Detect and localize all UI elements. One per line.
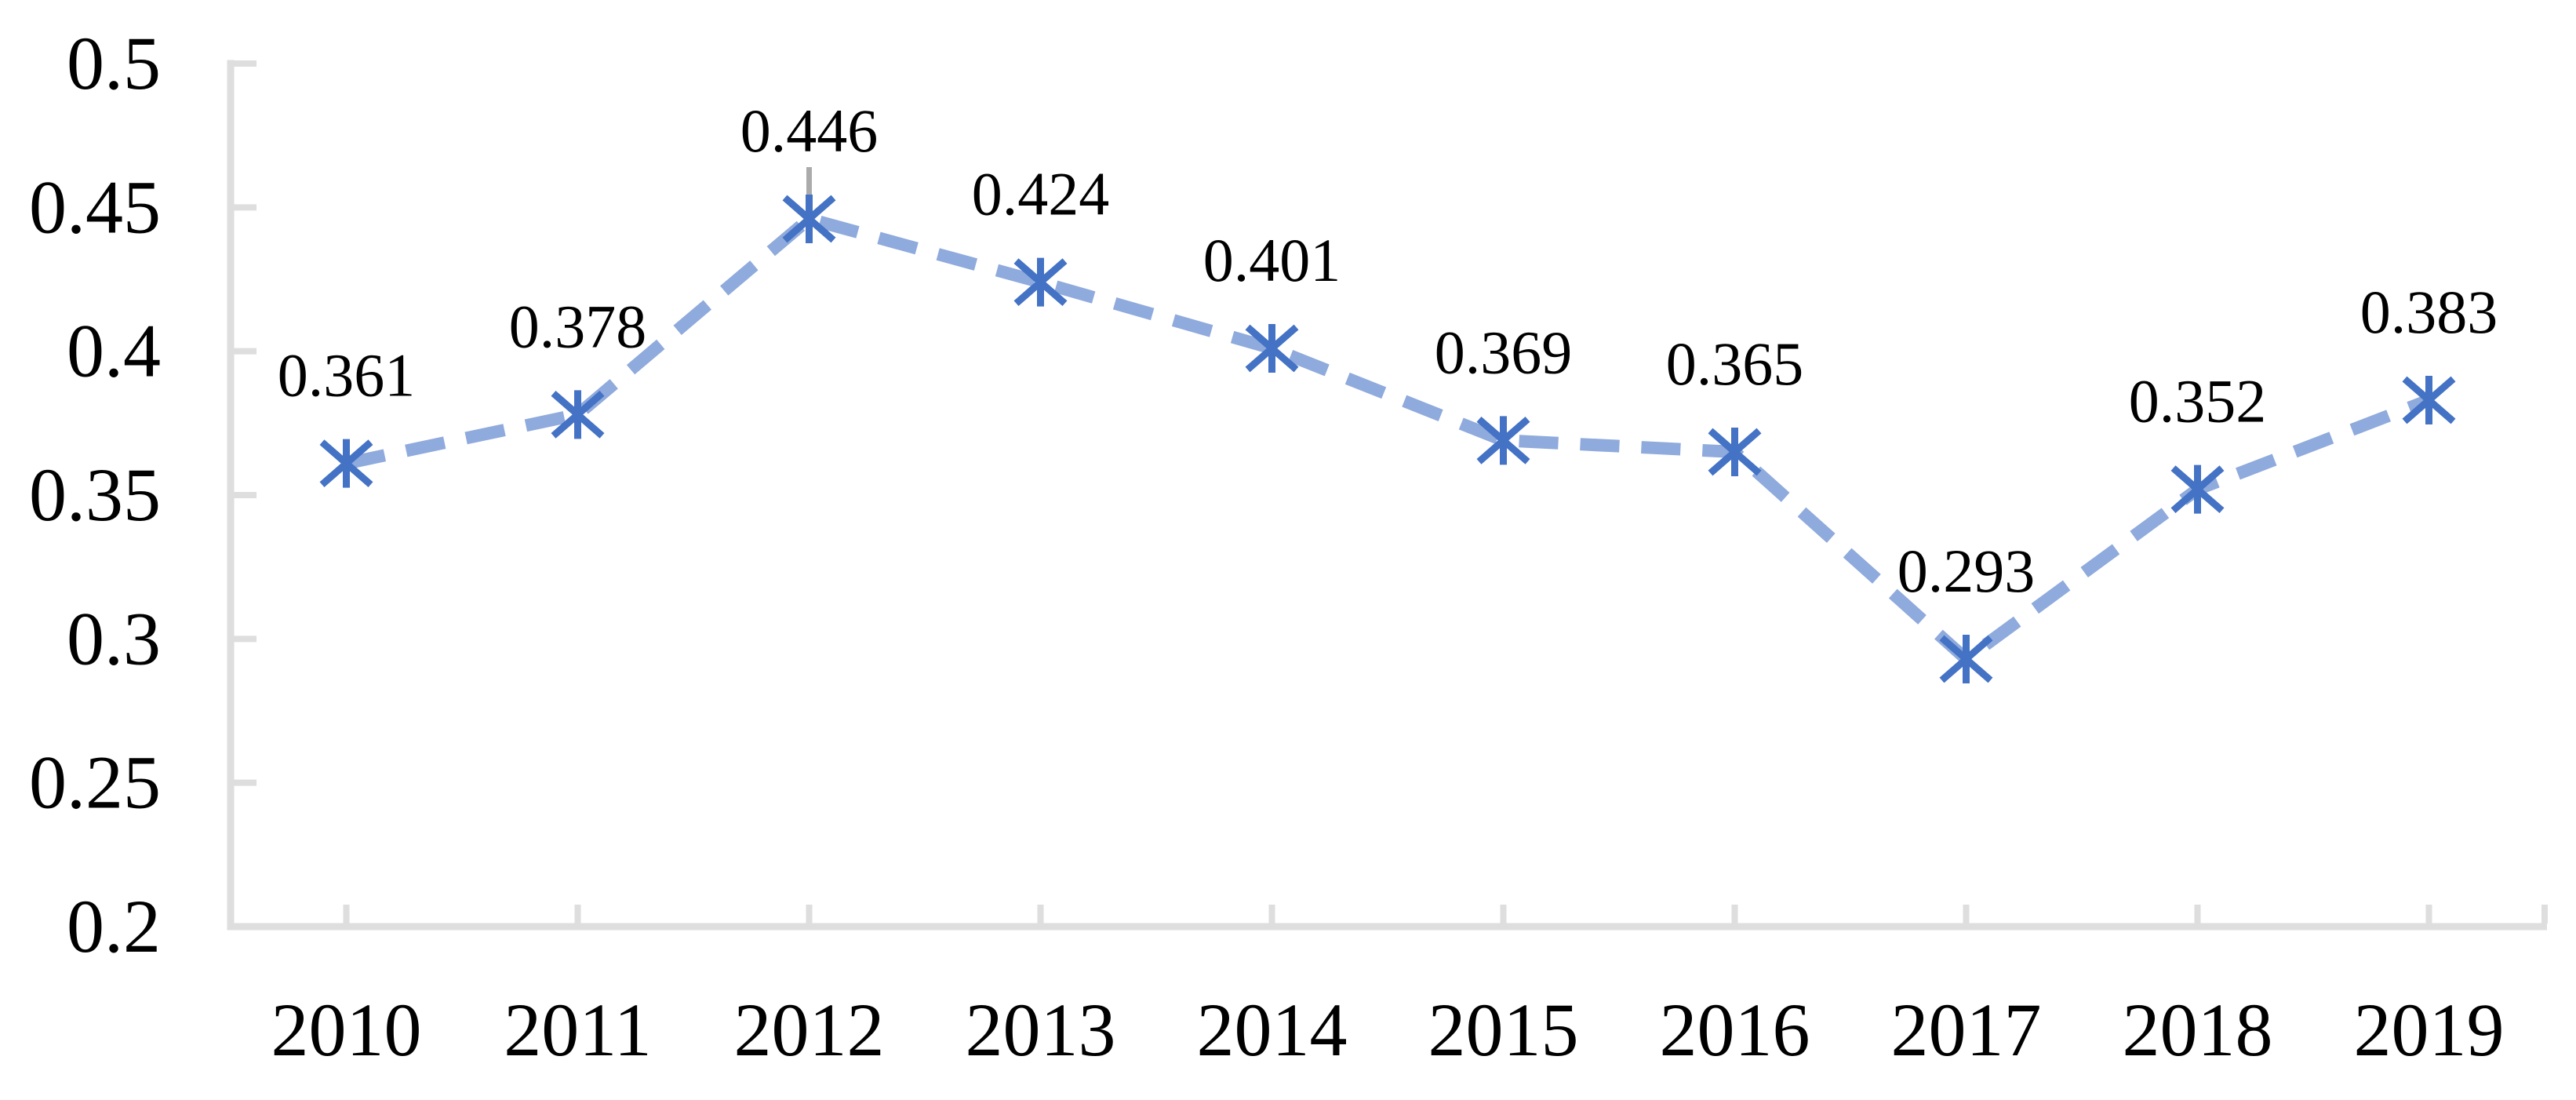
series-layer: [344, 212, 2432, 668]
x-tick-label: 2019: [2354, 988, 2505, 1072]
y-tick-label: 0.45: [29, 165, 161, 249]
data-label: 0.446: [740, 97, 879, 165]
data-point-marker: [1013, 257, 1068, 307]
marker-stroke-diagonal: [1476, 416, 1530, 464]
y-axis-labels: 0.2 0.25 0.3 0.35 0.4 0.45 0.5: [29, 21, 161, 968]
data-label: 0.365: [1666, 330, 1804, 398]
x-tick-label: 2017: [1891, 988, 2042, 1072]
x-tick-label: 2015: [1428, 988, 1579, 1072]
y-tick-label: 0.3: [67, 596, 161, 680]
data-point-marker: [319, 439, 373, 488]
data-point-marker: [2402, 376, 2456, 424]
marker-stroke-diagonal: [319, 439, 373, 488]
data-point-marker: [782, 195, 836, 243]
data-label: 0.369: [1435, 318, 1573, 386]
data-label: 0.361: [278, 341, 416, 410]
x-tick-label: 2012: [734, 988, 885, 1072]
data-point-marker: [1245, 324, 1299, 373]
marker-stroke-diagonal: [551, 390, 605, 439]
data-point-marker: [1708, 428, 1762, 476]
x-tick-label: 2014: [1197, 988, 1348, 1072]
marker-stroke-diagonal: [782, 195, 836, 243]
data-labels-layer: 0.361 0.378 0.446 0.424 0.401 0.369 0.365 0.293…: [278, 97, 2498, 605]
data-label: 0.352: [2129, 367, 2267, 435]
data-label: 0.383: [2360, 278, 2498, 346]
data-label: 0.378: [509, 292, 647, 360]
marker-stroke-diagonal: [2170, 465, 2225, 514]
data-label: 0.401: [1203, 226, 1341, 294]
x-tick-label: 2011: [504, 988, 651, 1072]
marker-stroke-diagonal: [1708, 428, 1762, 476]
series-line: [344, 212, 2432, 668]
markers-layer: [319, 195, 2456, 683]
axes-layer: [227, 60, 2548, 931]
y-tick-label: 0.4: [67, 309, 161, 393]
marker-stroke-diagonal: [2402, 376, 2456, 424]
marker-stroke-diagonal: [1245, 324, 1299, 373]
data-point-marker: [1939, 635, 1993, 683]
x-axis-labels: 2010 2011 2012 2013 2014 2015 2016 2017 2018 2019: [271, 988, 2505, 1072]
y-tick-label: 0.25: [29, 741, 161, 825]
data-point-marker: [1476, 416, 1530, 465]
marker-stroke-diagonal: [1013, 258, 1068, 307]
x-tick-label: 2016: [1660, 988, 1810, 1072]
y-tick-label: 0.2: [67, 884, 161, 968]
data-label: 0.424: [972, 160, 1110, 228]
y-tick-label: 0.35: [29, 453, 161, 537]
x-tick-label: 2018: [2123, 988, 2273, 1072]
marker-stroke-diagonal: [1939, 635, 1993, 683]
data-label: 0.293: [1897, 537, 2036, 605]
data-point-marker: [551, 390, 605, 439]
data-point-marker: [2170, 464, 2225, 514]
y-tick-label: 0.5: [67, 21, 161, 105]
x-tick-label: 2013: [966, 988, 1116, 1072]
x-tick-label: 2010: [271, 988, 422, 1072]
